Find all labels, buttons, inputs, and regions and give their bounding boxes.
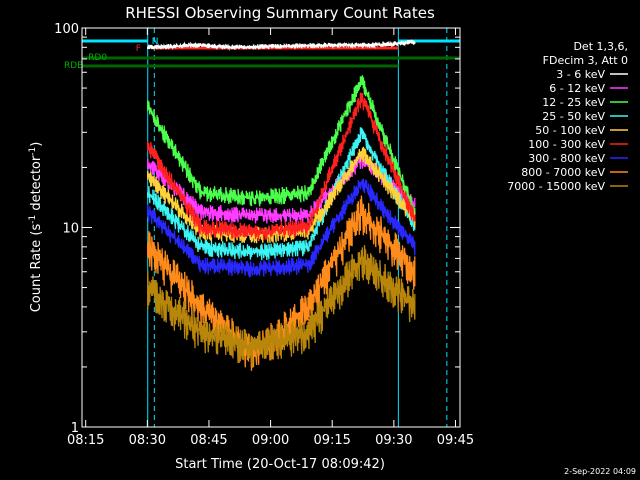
y-tick-label: 10 xyxy=(62,222,79,237)
y-tick-label: 1 xyxy=(71,421,79,436)
x-tick-label: 09:15 xyxy=(313,433,350,448)
series-line xyxy=(147,75,416,220)
x-tick-label: 09:30 xyxy=(375,433,412,448)
rd0-flag-label: RD0 xyxy=(88,53,107,63)
series-line xyxy=(147,38,416,51)
y-tick-label: 100 xyxy=(54,22,79,37)
legend-entry-label: 100 - 300 keV xyxy=(528,138,605,151)
series-line xyxy=(147,245,416,368)
legend-entry-label: 6 - 12 keV xyxy=(549,82,605,95)
legend-entry-label: 7000 - 15000 keV xyxy=(507,180,605,193)
x-tick-label: 09:45 xyxy=(437,433,474,448)
series-line xyxy=(147,92,416,241)
legend-header-line-2: FDecim 3, Att 0 xyxy=(543,54,628,67)
legend-entry-label: 50 - 100 keV xyxy=(535,124,605,137)
x-tick-label: 08:15 xyxy=(67,433,104,448)
legend-header-line-1: Det 1,3,6, xyxy=(573,40,628,53)
legend-entry-label: 3 - 6 keV xyxy=(556,68,605,81)
x-tick-label: 08:30 xyxy=(129,433,166,448)
legend-entry-label: 300 - 800 keV xyxy=(528,152,605,165)
x-tick-label: 09:00 xyxy=(252,433,289,448)
flare-flag-label: F xyxy=(136,44,141,54)
y-axis-label: Count Rate (s-1 detector-1) xyxy=(28,142,44,313)
x-tick-label: 08:45 xyxy=(190,433,227,448)
legend-entry-label: 25 - 50 keV xyxy=(542,110,605,123)
x-axis-label: Start Time (20-Oct-17 08:09:42) xyxy=(175,457,385,472)
series-line xyxy=(147,178,416,278)
legend-entry-label: 800 - 7000 keV xyxy=(521,166,605,179)
date-stamp: 2-Sep-2022 04:09 xyxy=(564,467,636,476)
night-flag-label: N xyxy=(152,37,159,47)
rdb-flag-label: RDB xyxy=(64,61,83,71)
legend-entry-label: 12 - 25 keV xyxy=(542,96,605,109)
series-line xyxy=(147,152,416,225)
chart-title: RHESSI Observing Summary Count Rates xyxy=(125,4,435,22)
series-line xyxy=(147,127,416,261)
